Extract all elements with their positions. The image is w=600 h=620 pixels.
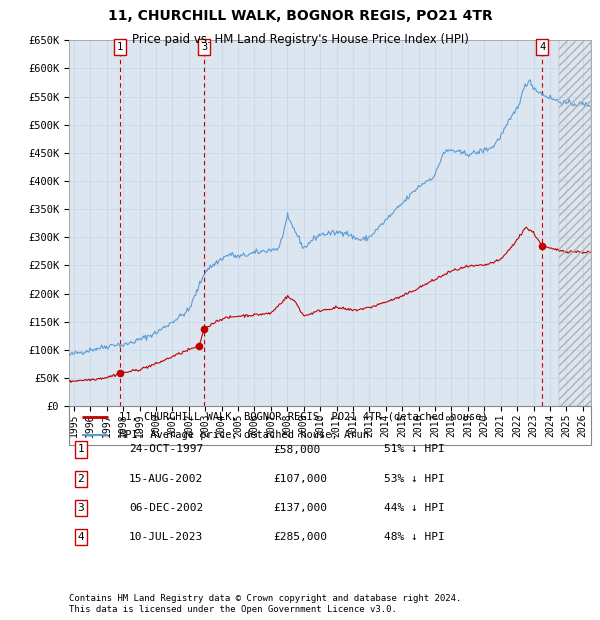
Text: 15-AUG-2002: 15-AUG-2002 [129, 474, 203, 484]
Text: 3: 3 [201, 42, 207, 52]
Text: 48% ↓ HPI: 48% ↓ HPI [384, 532, 445, 542]
Text: 2: 2 [77, 474, 85, 484]
Text: 06-DEC-2002: 06-DEC-2002 [129, 503, 203, 513]
Text: HPI: Average price, detached house, Arun: HPI: Average price, detached house, Arun [119, 430, 368, 440]
Text: 10-JUL-2023: 10-JUL-2023 [129, 532, 203, 542]
Text: 3: 3 [77, 503, 85, 513]
Text: 51% ↓ HPI: 51% ↓ HPI [384, 445, 445, 454]
Text: 4: 4 [539, 42, 545, 52]
Text: £58,000: £58,000 [273, 445, 320, 454]
Text: 44% ↓ HPI: 44% ↓ HPI [384, 503, 445, 513]
Text: 53% ↓ HPI: 53% ↓ HPI [384, 474, 445, 484]
Text: 4: 4 [77, 532, 85, 542]
Text: Price paid vs. HM Land Registry's House Price Index (HPI): Price paid vs. HM Land Registry's House … [131, 33, 469, 46]
Text: 24-OCT-1997: 24-OCT-1997 [129, 445, 203, 454]
Text: Contains HM Land Registry data © Crown copyright and database right 2024.: Contains HM Land Registry data © Crown c… [69, 593, 461, 603]
Text: 11, CHURCHILL WALK, BOGNOR REGIS, PO21 4TR: 11, CHURCHILL WALK, BOGNOR REGIS, PO21 4… [107, 9, 493, 24]
Text: 11, CHURCHILL WALK, BOGNOR REGIS, PO21 4TR (detached house): 11, CHURCHILL WALK, BOGNOR REGIS, PO21 4… [119, 412, 487, 422]
Text: This data is licensed under the Open Government Licence v3.0.: This data is licensed under the Open Gov… [69, 604, 397, 614]
Text: 1: 1 [77, 445, 85, 454]
Text: £137,000: £137,000 [273, 503, 327, 513]
Text: £285,000: £285,000 [273, 532, 327, 542]
Text: £107,000: £107,000 [273, 474, 327, 484]
Text: 1: 1 [117, 42, 123, 52]
